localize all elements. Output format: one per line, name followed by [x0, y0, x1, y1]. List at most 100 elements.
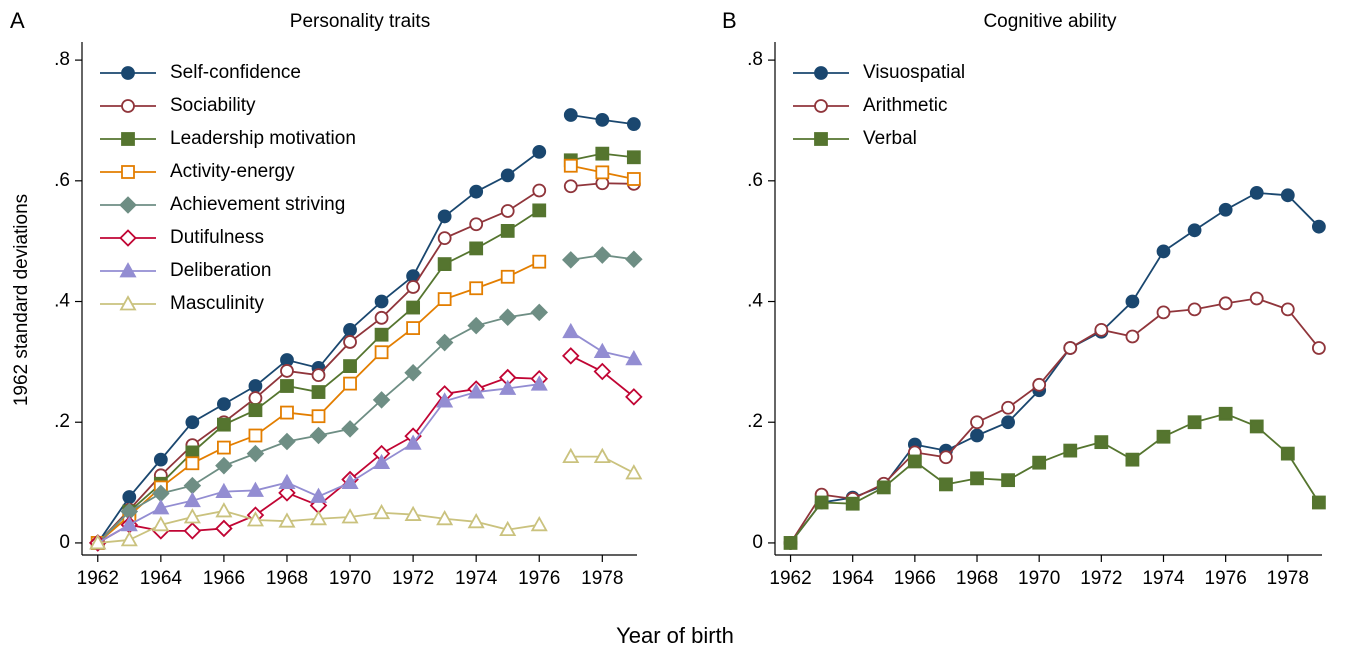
legend-label: Verbal: [863, 128, 917, 149]
x-tick-label: 1964: [140, 568, 183, 589]
point: [532, 144, 547, 159]
point: [215, 456, 233, 475]
point: [1280, 302, 1295, 317]
y-tick-label: .4: [747, 291, 763, 312]
y-tick-label: 0: [752, 532, 763, 553]
x-tick-label: 1962: [77, 568, 119, 589]
y-tick-label: .8: [747, 49, 763, 70]
point: [215, 502, 233, 518]
y-tick-label: 0: [59, 532, 70, 553]
point: [1311, 219, 1326, 234]
legend-marker: [119, 295, 137, 311]
y-tick-label: .8: [54, 49, 70, 70]
point: [437, 257, 452, 271]
point: [970, 471, 984, 486]
legend-marker: [119, 229, 137, 247]
point: [120, 531, 138, 547]
point: [436, 509, 454, 526]
legend-label: Dutifulness: [170, 227, 264, 248]
point: [280, 364, 294, 378]
legend-marker: [121, 132, 135, 146]
point: [1032, 377, 1047, 392]
point: [404, 505, 422, 521]
point: [248, 403, 263, 418]
series-line: [789, 412, 1320, 544]
point: [1063, 443, 1078, 458]
point: [1094, 322, 1109, 337]
x-tick-label: 1976: [518, 568, 560, 589]
point: [311, 368, 326, 383]
point: [343, 376, 357, 391]
point: [1001, 473, 1015, 488]
y-tick-label: .6: [54, 170, 70, 191]
x-tick-label: 1970: [329, 568, 371, 589]
point: [185, 415, 200, 430]
point: [1032, 455, 1047, 470]
point: [626, 172, 641, 186]
point: [406, 321, 421, 335]
x-tick-label: 1972: [1080, 568, 1122, 589]
legend-label: Masculinity: [170, 293, 264, 314]
point: [373, 453, 391, 470]
x-tick-label: 1976: [1205, 568, 1247, 589]
point: [532, 203, 547, 218]
legend-label: Achievement striving: [170, 194, 345, 215]
point: [907, 454, 922, 469]
legend-label: Sociability: [170, 95, 256, 116]
legend-label: Self-confidence: [170, 62, 301, 83]
panel-label: B: [722, 8, 737, 33]
point: [625, 250, 643, 269]
point: [593, 342, 611, 359]
point: [1218, 406, 1233, 421]
y-tick-label: .2: [54, 411, 70, 432]
point: [183, 508, 201, 524]
point: [246, 511, 264, 527]
point: [406, 280, 421, 294]
point: [406, 300, 421, 315]
point: [153, 452, 168, 467]
y-axis-label: 1962 standard deviations: [11, 194, 32, 406]
x-tick-label: 1966: [203, 568, 245, 589]
x-tick-label: 1978: [1267, 568, 1309, 589]
point: [625, 388, 643, 406]
point: [1218, 296, 1233, 311]
point: [374, 294, 389, 309]
x-tick-label: 1970: [1018, 568, 1060, 589]
point: [562, 251, 580, 269]
point: [1311, 495, 1326, 510]
x-axis-label: Year of birth: [616, 623, 734, 648]
point: [309, 426, 328, 445]
point: [467, 316, 485, 335]
point: [341, 508, 359, 524]
point: [970, 415, 984, 430]
point: [500, 269, 515, 284]
point: [500, 224, 515, 238]
point: [532, 254, 547, 269]
point: [626, 117, 641, 131]
point: [530, 515, 548, 532]
point: [1280, 188, 1295, 203]
point: [1156, 244, 1171, 259]
point: [185, 456, 200, 471]
point: [343, 335, 357, 349]
point: [498, 308, 517, 326]
point: [374, 310, 389, 325]
point: [437, 292, 452, 307]
point: [89, 534, 107, 550]
point: [1249, 291, 1264, 306]
legend-marker: [121, 66, 135, 80]
legend-marker: [814, 132, 828, 146]
x-tick-label: 1964: [832, 568, 875, 589]
legend-label: Deliberation: [170, 260, 271, 281]
legend-marker: [814, 66, 828, 80]
point: [280, 405, 294, 420]
point: [563, 158, 578, 173]
point: [970, 428, 984, 443]
point: [311, 385, 326, 399]
legend-marker: [121, 99, 135, 113]
point: [562, 322, 580, 339]
x-tick-label: 1974: [1142, 568, 1185, 589]
x-tick-label: 1974: [455, 568, 498, 589]
point: [343, 322, 357, 337]
